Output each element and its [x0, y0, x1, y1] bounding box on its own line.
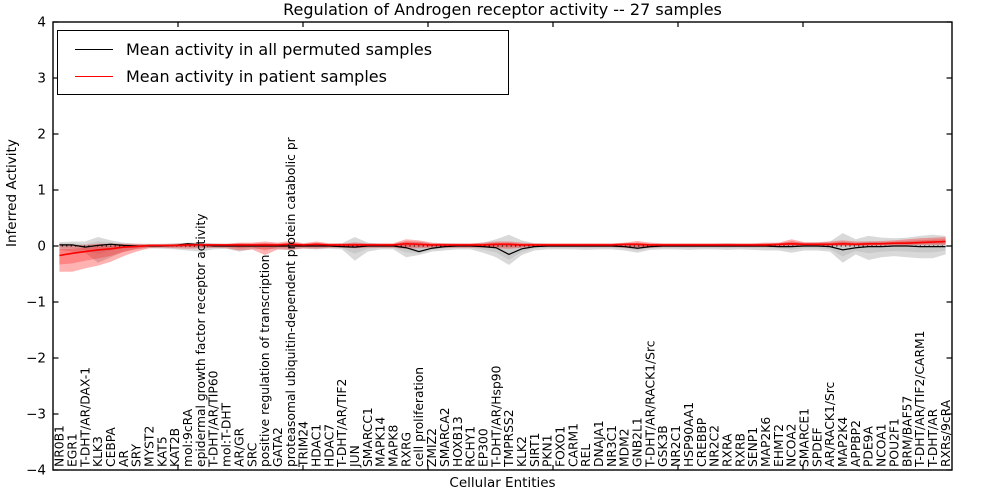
legend-label-permuted: Mean activity in all permuted samples	[126, 39, 433, 59]
x-tick-label: RXRB	[733, 433, 747, 467]
x-axis-label: Cellular Entities	[449, 475, 556, 491]
legend-line-permuted-icon	[75, 49, 113, 50]
x-tick-label: mol:9cRA	[181, 408, 195, 467]
x-tick-label: NCOA2	[785, 424, 799, 467]
x-tick-label: NR2C2	[708, 425, 722, 467]
x-tick-label: proteasomal ubiquitin-dependent protein …	[284, 136, 298, 467]
x-tick-label: SPDEF	[810, 427, 824, 467]
x-tick-label: GATA2	[271, 427, 285, 467]
x-tick-label: HOXB13	[451, 416, 465, 467]
x-tick-label: SENP1	[746, 427, 760, 467]
x-tick-label: SIRT1	[528, 433, 542, 467]
x-tick-label: DNAJA1	[592, 420, 606, 467]
x-tick-label: NCOA1	[875, 424, 889, 467]
x-tick-label: TRIM24	[297, 421, 311, 468]
x-tick-label: epidermal growth factor receptor activit…	[194, 213, 208, 467]
x-tick-label: AR/RACK1/Src	[823, 382, 837, 467]
x-tick-label: PDE9A	[862, 426, 876, 467]
x-tick-labels: NR0B1EGR1T-DHT/AR/DAX-1KLK3CEBPAARSRYMYS…	[53, 136, 953, 468]
legend-item-patient: Mean activity in patient samples	[58, 63, 508, 90]
y-tick-label: 2	[37, 127, 46, 143]
x-tick-label: T-DHT/AR/DAX-1	[78, 367, 92, 468]
legend-item-permuted: Mean activity in all permuted samples	[58, 36, 508, 63]
x-tick-label: MYST2	[143, 426, 157, 467]
x-tick-label: mol:T-DHT	[220, 402, 234, 467]
x-tick-label: CEBPA	[104, 427, 118, 467]
x-tick-label: T-DHT/AR/TIP60	[207, 371, 221, 469]
y-tick-label: 4	[37, 15, 46, 31]
x-tick-label: T-DHT/AR/RACK1/Src	[643, 341, 657, 469]
x-tick-label: GSK3B	[656, 425, 670, 467]
x-tick-label: PKN1	[541, 434, 555, 467]
y-tick-label: 3	[37, 71, 46, 87]
x-tick-label: FOXO1	[554, 426, 568, 467]
x-tick-label: T-DHT/AR/Hsp90	[489, 366, 503, 468]
x-tick-label: RXRG	[399, 432, 413, 467]
x-tick-label: KLK2	[515, 436, 529, 467]
x-tick-label: TMPRSS2	[502, 409, 516, 468]
x-tick-label: T-DHT/AR/TIF2	[335, 379, 349, 468]
x-tick-label: EP300	[476, 428, 490, 467]
y-tick-label: −3	[26, 407, 46, 423]
x-tick-label: MDM2	[618, 428, 632, 467]
x-tick-label: KAT5	[155, 436, 169, 467]
x-axis-major-ticks	[177, 22, 804, 470]
patient-mean-line	[59, 240, 946, 257]
y-tick-label: −2	[26, 351, 46, 367]
x-tick-label: NR0B1	[53, 425, 67, 467]
y-tick-label: 0	[37, 239, 46, 255]
x-tick-label: HDAC1	[310, 424, 324, 467]
y-tick-label: −1	[26, 295, 46, 311]
x-tick-label: AR/GR	[232, 427, 246, 467]
x-tick-label: cell proliferation	[412, 367, 426, 467]
x-tick-label: RXRs/9cRA	[939, 399, 953, 467]
x-tick-label: ZMIZ2	[425, 428, 439, 467]
legend: Mean activity in all permuted samples Me…	[57, 30, 509, 95]
x-tick-label: BRM/BAF57	[900, 396, 914, 467]
x-tick-label: EGR1	[66, 433, 80, 467]
x-tick-label: NR3C1	[605, 425, 619, 467]
y-tick-label: −4	[26, 463, 46, 479]
x-tick-label: POU2F1	[887, 418, 901, 467]
x-tick-label: CARM1	[566, 423, 580, 467]
x-tick-label: APPBP2	[849, 420, 863, 467]
x-tick-label: positive regulation of transcription	[258, 255, 272, 467]
x-tick-label: AR	[117, 450, 131, 467]
x-tick-label: SMARCE1	[798, 408, 812, 467]
x-tick-label: MAP2K4	[836, 417, 850, 467]
x-tick-label: RCHY1	[464, 426, 478, 467]
y-axis-ticks: 4 3 2 1 0 −1 −2 −3 −4	[26, 15, 952, 479]
x-tick-label: MAPK8	[387, 425, 401, 467]
x-tick-label: EHMT2	[772, 424, 786, 467]
x-tick-label: HDAC7	[322, 424, 336, 467]
permuted-range-band	[59, 233, 946, 265]
x-tick-label: REL	[579, 444, 593, 467]
x-tick-label: HSP90AA1	[682, 402, 696, 467]
x-tick-label: T-DHT/AR	[926, 408, 940, 468]
x-tick-label: NR2C1	[669, 425, 683, 467]
legend-label-patient: Mean activity in patient samples	[126, 66, 387, 86]
x-tick-label: MAPK14	[374, 417, 388, 467]
legend-line-patient-icon	[75, 76, 113, 77]
x-tick-label: KLK3	[91, 436, 105, 467]
x-tick-label: MAP2K6	[759, 417, 773, 467]
x-tick-label: T-DHT/AR/TIF2/CARM1	[913, 331, 927, 468]
x-tick-label: KAT2B	[168, 428, 182, 467]
y-tick-label: 1	[37, 183, 46, 199]
chart-title: Regulation of Androgen receptor activity…	[283, 0, 722, 19]
x-tick-label: SRC	[245, 443, 259, 467]
x-tick-label: JUN	[348, 445, 362, 468]
x-tick-label: GNB2L1	[631, 417, 645, 467]
x-tick-label: RXRA	[721, 433, 735, 467]
x-tick-label: SMARCC1	[361, 407, 375, 467]
x-tick-label: CREBBP	[695, 418, 709, 467]
x-tick-label: SMARCA2	[438, 407, 452, 467]
x-tick-label: SRY	[130, 443, 144, 467]
